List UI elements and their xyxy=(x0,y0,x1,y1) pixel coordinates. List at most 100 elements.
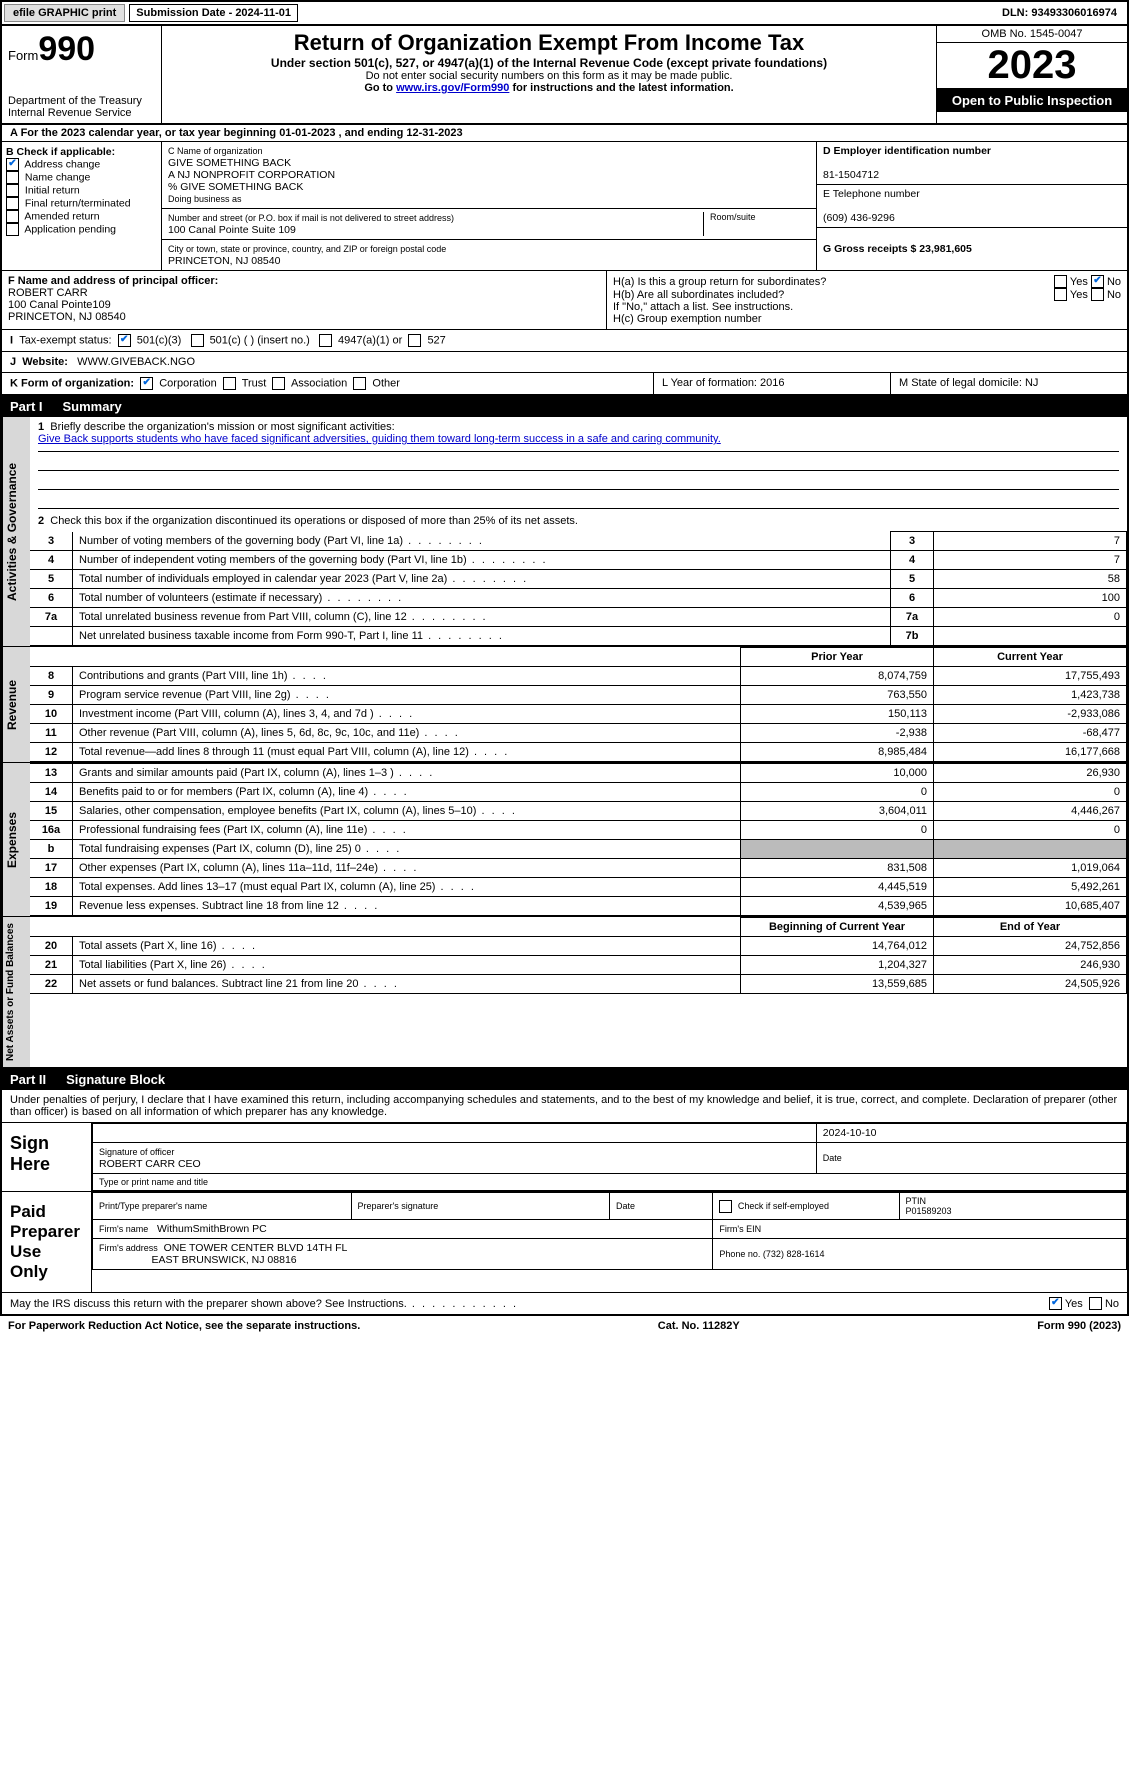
ptin-lbl: PTIN xyxy=(906,1196,927,1206)
efile-print-button[interactable]: efile GRAPHIC print xyxy=(4,4,125,22)
hb-label: H(b) Are all subordinates included? xyxy=(613,289,1054,301)
j-label: Website: xyxy=(22,356,68,368)
form-subtitle: Under section 501(c), 527, or 4947(a)(1)… xyxy=(168,56,930,70)
no-text: No xyxy=(1107,276,1121,288)
form-prefix: Form xyxy=(8,48,38,63)
mayirs-yes-checkbox[interactable]: ✔ xyxy=(1049,1297,1062,1310)
ha-yes-checkbox[interactable] xyxy=(1054,275,1067,288)
footer-right: Form 990 (2023) xyxy=(1037,1320,1121,1332)
k-corp-checkbox[interactable]: ✔ xyxy=(140,377,153,390)
room-label: Room/suite xyxy=(703,212,810,236)
org-name-2: A NJ NONPROFIT CORPORATION xyxy=(168,169,335,181)
k-label: K Form of organization: xyxy=(10,377,134,389)
prep-sig-lbl: Preparer's signature xyxy=(351,1193,610,1220)
b-check-0[interactable]: ✔ xyxy=(6,158,19,171)
side-expenses: Expenses xyxy=(2,763,30,916)
d-label: D Employer identification number xyxy=(823,145,991,157)
goto-line: Go to www.irs.gov/Form990 for instructio… xyxy=(168,82,930,94)
org-name-3: % GIVE SOMETHING BACK xyxy=(168,181,303,193)
penalty-text: Under penalties of perjury, I declare th… xyxy=(2,1090,1127,1123)
prep-name-lbl: Print/Type preparer's name xyxy=(93,1193,352,1220)
section-m: M State of legal domicile: NJ xyxy=(891,373,1127,394)
ha-label: H(a) Is this a group return for subordin… xyxy=(613,276,1054,288)
hb-note: If "No," attach a list. See instructions… xyxy=(613,301,1121,313)
yes-text: Yes xyxy=(1070,276,1088,288)
sig-officer: ROBERT CARR CEO xyxy=(99,1158,201,1170)
b-check-4[interactable] xyxy=(6,210,19,223)
i-4947-checkbox[interactable] xyxy=(319,334,332,347)
self-employed-checkbox[interactable] xyxy=(719,1200,732,1213)
firm-name-lbl: Firm's name xyxy=(99,1224,148,1234)
b-check-2[interactable] xyxy=(6,184,19,197)
q2-label: Check this box if the organization disco… xyxy=(50,515,578,527)
city-value: PRINCETON, NJ 08540 xyxy=(168,255,280,267)
open-inspection: Open to Public Inspection xyxy=(937,89,1127,112)
form-number: 990 xyxy=(38,30,95,68)
side-revenue: Revenue xyxy=(2,647,30,762)
side-netassets: Net Assets or Fund Balances xyxy=(2,917,30,1067)
ha-no-checkbox[interactable]: ✔ xyxy=(1091,275,1104,288)
street-label: Number and street (or P.O. box if mail i… xyxy=(168,213,454,223)
title-block: Return of Organization Exempt From Incom… xyxy=(162,26,937,123)
form-header: Form990 Department of the Treasury Inter… xyxy=(0,26,1129,125)
q1-label: Briefly describe the organization's miss… xyxy=(50,421,394,433)
mission-text[interactable]: Give Back supports students who have fac… xyxy=(38,433,721,445)
page-footer: For Paperwork Reduction Act Notice, see … xyxy=(0,1316,1129,1336)
i-527: 527 xyxy=(427,334,445,346)
section-b: B Check if applicable: ✔ Address change … xyxy=(2,142,162,270)
mayirs-no-checkbox[interactable] xyxy=(1089,1297,1102,1310)
section-k: K Form of organization: ✔ Corporation Tr… xyxy=(2,373,654,394)
k-assoc: Association xyxy=(291,377,347,389)
i-501c-checkbox[interactable] xyxy=(191,334,204,347)
city-label: City or town, state or province, country… xyxy=(168,244,446,254)
hb-no-checkbox[interactable] xyxy=(1091,288,1104,301)
k-other-checkbox[interactable] xyxy=(353,377,366,390)
k-corp: Corporation xyxy=(159,377,216,389)
part-i: Part I Summary Activities & Governance 1… xyxy=(0,396,1129,1069)
mayirs-no: No xyxy=(1105,1298,1119,1310)
section-deg: D Employer identification number 81-1504… xyxy=(817,142,1127,270)
irs-link[interactable]: www.irs.gov/Form990 xyxy=(396,82,509,94)
section-j: J Website: WWW.GIVEBACK.NGO xyxy=(2,352,1127,372)
year-block: OMB No. 1545-0047 2023 Open to Public In… xyxy=(937,26,1127,123)
goto-prefix: Go to xyxy=(364,82,396,94)
firm-name: WithumSmithBrown PC xyxy=(157,1223,267,1235)
firm-addr-lbl: Firm's address xyxy=(99,1243,158,1253)
k-assoc-checkbox[interactable] xyxy=(272,377,285,390)
side-activities: Activities & Governance xyxy=(2,417,30,646)
mission-block: 1 Briefly describe the organization's mi… xyxy=(30,417,1127,531)
omb-number: OMB No. 1545-0047 xyxy=(937,26,1127,43)
i-527-checkbox[interactable] xyxy=(408,334,421,347)
website-value: WWW.GIVEBACK.NGO xyxy=(77,356,195,368)
may-irs-row: May the IRS discuss this return with the… xyxy=(2,1292,1127,1314)
b-check-1[interactable] xyxy=(6,171,19,184)
part2-title: Signature Block xyxy=(66,1072,165,1087)
k-other: Other xyxy=(372,377,400,389)
officer-name: ROBERT CARR xyxy=(8,287,88,299)
org-name-1: GIVE SOMETHING BACK xyxy=(168,157,291,169)
b-check-5[interactable] xyxy=(6,223,19,236)
officer-addr1: 100 Canal Pointe109 xyxy=(8,299,111,311)
tax-year: 2023 xyxy=(937,43,1127,89)
hb-yes-checkbox[interactable] xyxy=(1054,288,1067,301)
mayirs-yes: Yes xyxy=(1065,1298,1083,1310)
section-f: F Name and address of principal officer:… xyxy=(2,271,607,329)
sig-date: 2024-10-10 xyxy=(816,1124,1126,1143)
dept-treasury: Department of the Treasury xyxy=(8,95,155,107)
street-value: 100 Canal Pointe Suite 109 xyxy=(168,224,296,236)
dln-label: DLN: 93493306016974 xyxy=(1002,7,1125,19)
goto-suffix: for instructions and the latest informat… xyxy=(509,82,733,94)
c-label: C Name of organization xyxy=(168,146,263,156)
ssn-warning: Do not enter social security numbers on … xyxy=(168,70,930,82)
i-label: Tax-exempt status: xyxy=(19,334,111,346)
i-501c3-checkbox[interactable]: ✔ xyxy=(118,334,131,347)
f-label: F Name and address of principal officer: xyxy=(8,275,218,287)
firm-addr2: EAST BRUNSWICK, NJ 08816 xyxy=(152,1254,297,1266)
part2-banner: Part II xyxy=(10,1072,46,1087)
yes-text2: Yes xyxy=(1070,289,1088,301)
no-text2: No xyxy=(1107,289,1121,301)
part1-banner: Part I xyxy=(10,399,43,414)
b-check-3[interactable] xyxy=(6,197,19,210)
k-trust-checkbox[interactable] xyxy=(223,377,236,390)
g-label: G Gross receipts $ 23,981,605 xyxy=(823,243,972,255)
